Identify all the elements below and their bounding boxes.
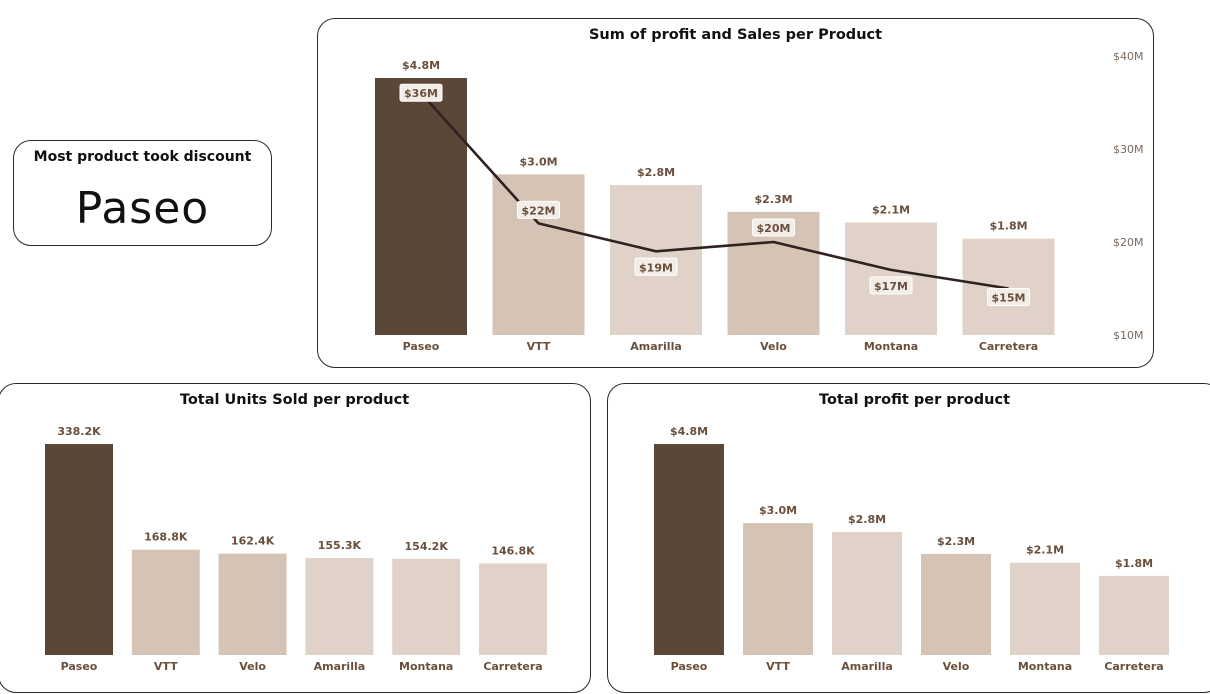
x-tick-label: Amarilla <box>841 660 893 673</box>
line-data-label: $36M <box>404 87 438 100</box>
profit-sales-chart[interactable]: $4.8M Paseo $3.0M VTT $2.8M Amarilla $2.3M Velo… <box>318 19 1155 369</box>
line-label-box <box>634 257 678 276</box>
x-tick-label: Montana <box>1018 660 1072 673</box>
x-tick-label: VTT <box>527 340 551 353</box>
bar <box>743 523 813 655</box>
x-tick-label: Carretera <box>1104 660 1163 673</box>
data-label: $2.8M <box>637 166 675 179</box>
y-tick-label: $40M <box>1113 50 1144 63</box>
profit-sales-chart-card[interactable]: Sum of profit and Sales per Product $4.8… <box>317 18 1154 368</box>
data-label: 146.8K <box>491 544 535 557</box>
line-label-box <box>399 83 443 102</box>
bar <box>392 558 461 655</box>
line-data-label: $15M <box>992 292 1026 305</box>
y-tick-label: $30M <box>1113 143 1144 156</box>
bar <box>1099 575 1169 655</box>
chart-title: Sum of profit and Sales per Product <box>588 27 883 43</box>
units-sold-chart-card[interactable]: Total Units Sold per product 338.2K Paseo… <box>0 383 591 693</box>
x-tick-label: Paseo <box>671 660 708 673</box>
line-label-box <box>869 276 913 295</box>
x-tick-label: Velo <box>943 660 970 673</box>
line-data-label: $22M <box>522 204 556 217</box>
data-label: $1.8M <box>1115 557 1153 570</box>
line-label-box <box>752 218 795 237</box>
line-label-box <box>517 200 560 219</box>
x-tick-label: Carretera <box>979 340 1038 353</box>
profit-chart[interactable]: $4.8M Paseo $3.0M VTT $2.8M Amarilla $2.3M Velo… <box>608 384 1210 694</box>
bar <box>305 558 374 655</box>
line-data-label: $20M <box>757 222 791 235</box>
data-label: 162.4K <box>231 535 275 548</box>
data-label: 154.2K <box>405 540 449 553</box>
x-tick-label: Carretera <box>483 660 542 673</box>
x-tick-label: Velo <box>239 660 266 673</box>
y-tick-label: $20M <box>1113 236 1144 249</box>
bar <box>832 531 902 655</box>
data-label: $4.8M <box>670 425 708 438</box>
data-label: 155.3K <box>318 539 362 552</box>
chart-title: Total profit per product <box>818 392 1010 408</box>
bar <box>962 238 1055 335</box>
kpi-card: Most product took discount Paseo <box>13 140 272 246</box>
line-data-label: $17M <box>874 280 908 293</box>
data-label: $3.0M <box>519 155 557 168</box>
bar <box>654 444 724 655</box>
data-label: $2.8M <box>848 513 886 526</box>
profit-chart-card[interactable]: Total profit per product $4.8M Paseo $3.0M… <box>607 383 1210 693</box>
x-tick-label: Amarilla <box>314 660 366 673</box>
data-label: 338.2K <box>57 425 101 438</box>
x-tick-label: Amarilla <box>630 340 682 353</box>
bar <box>921 553 991 655</box>
x-tick-label: Montana <box>864 340 918 353</box>
x-tick-label: VTT <box>766 660 790 673</box>
data-label: 168.8K <box>144 531 188 544</box>
kpi-title: Most product took discount <box>33 149 252 165</box>
data-label: $1.8M <box>989 220 1027 233</box>
bar <box>479 563 547 655</box>
data-label: $4.8M <box>402 59 440 72</box>
x-tick-label: VTT <box>154 660 178 673</box>
bar <box>218 553 287 655</box>
kpi-value: Paseo <box>75 183 210 234</box>
data-label: $2.1M <box>872 204 910 217</box>
bar <box>492 174 585 335</box>
line-label-box <box>987 288 1030 306</box>
x-tick-label: Velo <box>760 340 787 353</box>
bar <box>375 78 467 335</box>
data-label: $3.0M <box>759 504 797 517</box>
x-tick-label: Paseo <box>403 340 440 353</box>
x-tick-label: Paseo <box>61 660 98 673</box>
bar <box>131 549 200 655</box>
data-label: $2.1M <box>1026 544 1064 557</box>
data-label: $2.3M <box>937 535 975 548</box>
bar <box>1010 562 1080 655</box>
units-sold-chart[interactable]: 338.2K Paseo 168.8K VTT 162.4K Velo 155.3K Amar… <box>0 384 592 694</box>
y-tick-label: $10M <box>1113 329 1144 342</box>
bar <box>45 444 113 655</box>
line-data-label: $19M <box>639 261 673 274</box>
x-tick-label: Montana <box>399 660 453 673</box>
chart-title: Total Units Sold per product <box>179 392 410 408</box>
data-label: $2.3M <box>754 193 792 206</box>
